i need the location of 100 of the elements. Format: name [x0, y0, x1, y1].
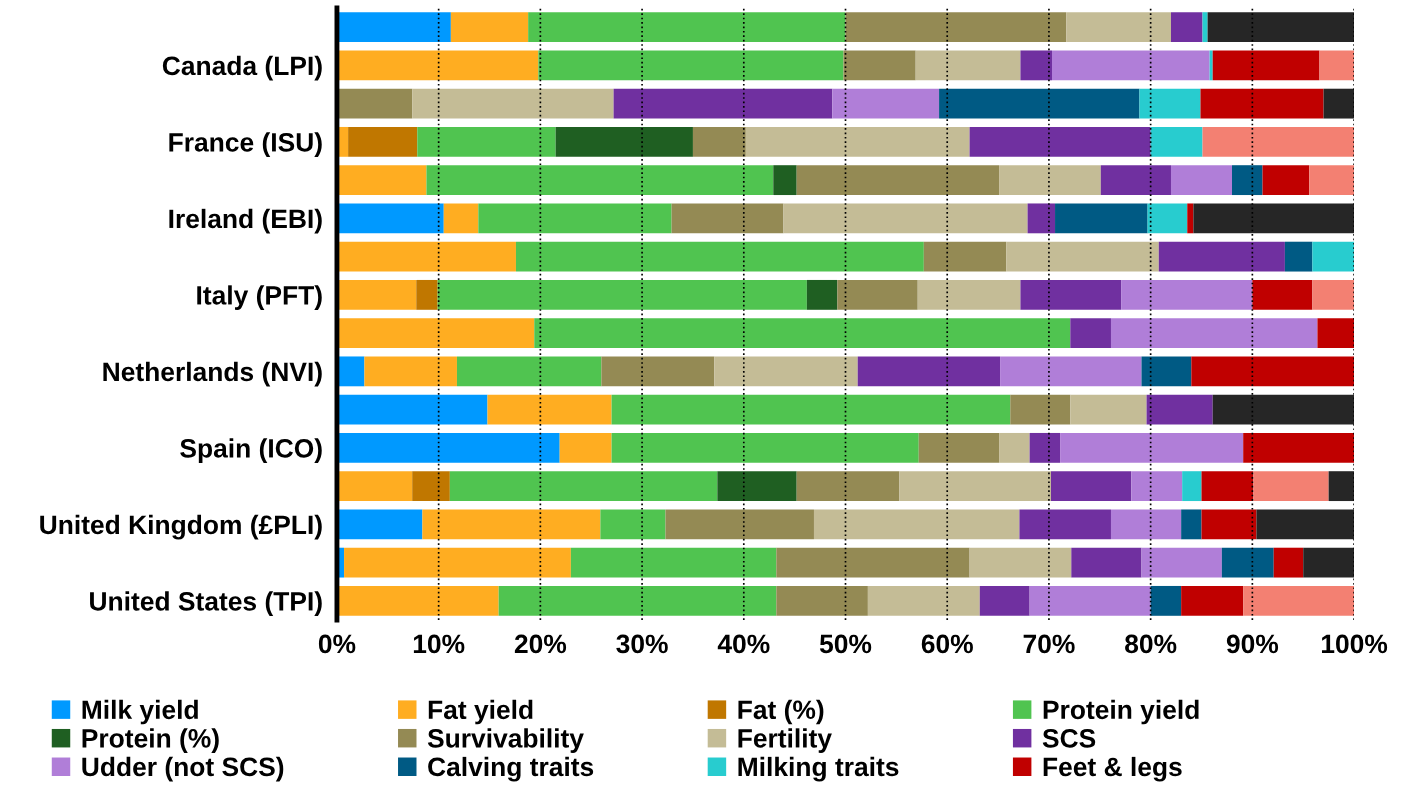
x-tick-label: 80% — [1125, 634, 1177, 654]
bar — [745, 126, 970, 157]
bar — [348, 126, 418, 157]
bar — [417, 126, 556, 157]
bar — [1000, 356, 1142, 387]
bar — [515, 241, 924, 272]
bar — [832, 88, 940, 119]
bar — [1319, 50, 1355, 81]
bar — [1232, 165, 1263, 196]
bar — [487, 394, 612, 425]
bar — [1312, 241, 1355, 272]
legend-label: Fertility — [738, 728, 832, 753]
y-tick-label: Ireland (EBI) — [169, 208, 322, 234]
bar — [1200, 88, 1324, 119]
bar — [917, 279, 1021, 310]
bar — [528, 12, 846, 43]
bar — [1027, 203, 1056, 234]
bar — [1181, 509, 1202, 540]
bar — [1139, 88, 1201, 119]
bar — [1202, 126, 1355, 157]
bar — [1191, 356, 1355, 387]
legend-label: Survivability — [427, 728, 584, 753]
bar — [1323, 88, 1355, 119]
bar — [969, 126, 1151, 157]
bar — [555, 126, 693, 157]
bar — [1141, 356, 1192, 387]
y-tick-label: Canada (LPI) — [162, 55, 322, 81]
bar — [915, 50, 1021, 81]
legend-label: Fat (%) — [738, 699, 824, 725]
bar — [843, 50, 916, 81]
bar — [1328, 471, 1355, 502]
bar — [1221, 547, 1274, 578]
bar — [837, 279, 918, 310]
legend-label: Calving traits — [428, 756, 594, 782]
bar — [776, 547, 970, 578]
bar — [613, 88, 833, 119]
bar — [1312, 279, 1355, 310]
bar — [773, 165, 797, 196]
bar — [1029, 585, 1151, 616]
x-tick-label: 10% — [413, 634, 465, 654]
bar — [796, 165, 1000, 196]
bar — [336, 279, 417, 310]
bar — [806, 279, 838, 310]
bar — [498, 585, 777, 616]
bar — [867, 585, 980, 616]
bar — [1029, 432, 1061, 463]
bar — [1317, 318, 1355, 349]
x-tick-label: 20% — [514, 634, 567, 654]
bar — [1202, 12, 1208, 43]
bar — [611, 432, 919, 463]
bar — [412, 88, 614, 119]
bar — [1181, 585, 1244, 616]
bar — [1273, 547, 1304, 578]
bar — [534, 318, 1071, 349]
bar — [1019, 509, 1111, 540]
bar — [336, 203, 444, 234]
bar — [336, 356, 365, 387]
bar — [336, 165, 427, 196]
bar — [1252, 279, 1313, 310]
x-tick-label: 100% — [1321, 634, 1388, 654]
bar — [1207, 12, 1355, 43]
bar — [796, 471, 900, 502]
bar — [1243, 585, 1355, 616]
legend-label: Udder (not SCS) — [82, 756, 284, 782]
bar — [939, 88, 1140, 119]
bar — [336, 241, 516, 272]
bar — [717, 471, 797, 502]
x-tick-label: 40% — [717, 634, 770, 654]
y-tick-label: France (ISU) — [169, 132, 322, 157]
bar — [1150, 585, 1182, 616]
bar — [1020, 279, 1122, 310]
bar — [336, 12, 451, 43]
bar — [456, 356, 602, 387]
bar — [1253, 471, 1329, 502]
bar — [1051, 50, 1210, 81]
bar — [1146, 394, 1213, 425]
bar — [1147, 203, 1188, 234]
y-tick-label: United States (TPI) — [90, 591, 322, 616]
bar — [336, 318, 535, 349]
bar — [1212, 394, 1355, 425]
bar — [918, 432, 1000, 463]
bar — [1256, 509, 1355, 540]
bar — [336, 432, 560, 463]
bar — [1201, 471, 1254, 502]
bar — [783, 203, 1028, 234]
y-tick-label: Italy (PFT) — [197, 285, 322, 310]
bar — [813, 509, 1020, 540]
legend-label: Protein (%) — [82, 728, 219, 753]
bar — [1201, 509, 1257, 540]
bar — [1193, 203, 1355, 234]
bar — [1110, 318, 1318, 349]
legend-label: Protein yield — [1043, 699, 1199, 725]
bar — [570, 547, 777, 578]
bar — [1303, 547, 1355, 578]
y-tick-label: Netherlands (NVI) — [103, 361, 322, 387]
bar — [559, 432, 612, 463]
legend-label: SCS — [1042, 729, 1096, 748]
bar — [1070, 394, 1147, 425]
bar — [999, 432, 1030, 463]
bar — [1060, 432, 1244, 463]
